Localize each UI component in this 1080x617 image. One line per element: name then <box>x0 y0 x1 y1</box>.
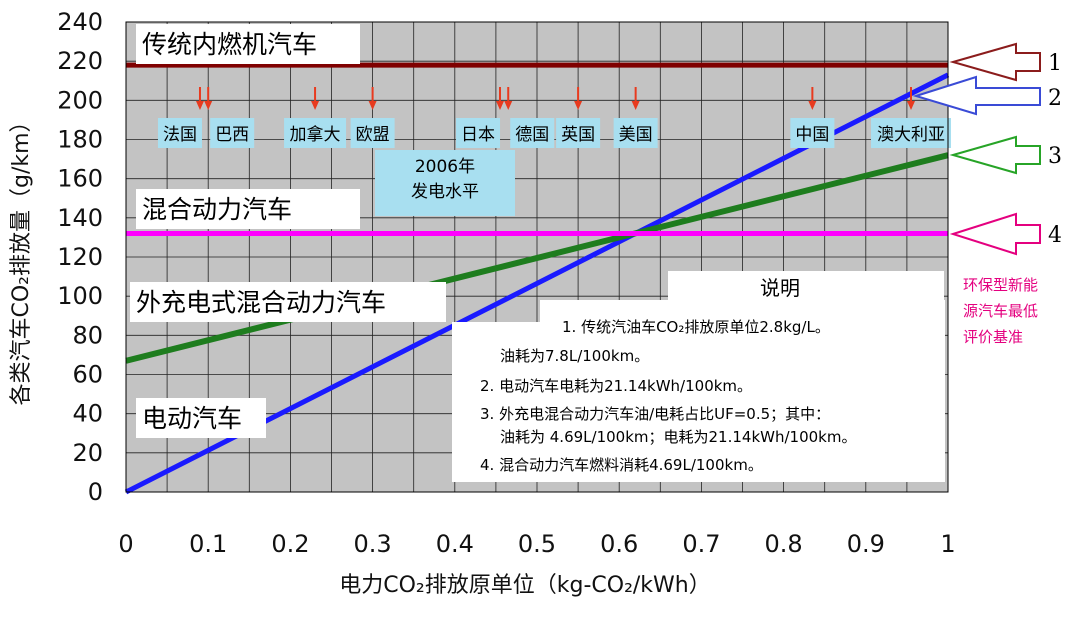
eval-label-line-2: 源汽车最低 <box>963 302 1038 320</box>
y-tick-label: 40 <box>72 400 103 428</box>
country-arrow-head <box>311 101 320 110</box>
x-tick-label: 0.9 <box>847 530 885 558</box>
x-tick-label: 0.6 <box>600 530 638 558</box>
y-tick-label: 220 <box>57 47 103 75</box>
y-tick-label: 100 <box>57 282 103 310</box>
country-label-bg <box>613 118 658 148</box>
x-tick-label: 1 <box>940 530 955 558</box>
y-tick-label: 160 <box>57 165 103 193</box>
y-tick-label: 0 <box>88 478 103 506</box>
label-hybrid-car: 混合动力汽车 <box>142 195 292 224</box>
eval-label-line-3: 评价基准 <box>963 328 1023 346</box>
country-label: 英国 <box>561 125 595 145</box>
generation-label: 2006年 发电水平 <box>375 150 515 216</box>
arrow-number-1: 1 <box>1048 51 1062 76</box>
note-line-6: 4. 混合动力汽车燃料消耗4.69L/100km。 <box>480 456 763 474</box>
country-arrow-head <box>631 101 640 110</box>
y-tick-labels: 0 20 40 60 80 100 120 140 160 180 200 220 240 <box>57 8 103 506</box>
country-label: 澳大利亚 <box>877 125 945 145</box>
country-label: 中国 <box>795 125 829 145</box>
series-line-phev <box>125 152 949 364</box>
note-line-4: 3. 外充电混合动力汽车油/电耗占比UF=0.5；其中： <box>480 405 830 423</box>
note-line-5: 油耗为 4.69L/100km；电耗为21.14kWh/100km。 <box>500 428 856 446</box>
arrow-number-2: 2 <box>1048 86 1062 111</box>
country-arrow-head <box>368 101 377 110</box>
country-label: 加拿大 <box>290 124 341 145</box>
country-label: 欧盟 <box>356 125 390 145</box>
eval-baseline-label: 环保型新能 源汽车最低 评价基准 <box>963 276 1038 346</box>
country-label: 德国 <box>515 125 549 145</box>
x-tick-label: 0 <box>118 530 133 558</box>
arrow-number-3: 3 <box>1048 144 1062 169</box>
generation-label-year: 2006年 <box>415 157 475 177</box>
y-axis-title: 各类汽车CO₂排放量（g/km） <box>9 110 34 405</box>
y-tick-label: 20 <box>72 439 103 467</box>
x-tick-label: 0.7 <box>682 530 720 558</box>
note-line-1: 1. 传统汽油车CO₂排放原单位2.8kg/L。 <box>562 318 830 336</box>
y-tick-label: 200 <box>57 86 103 114</box>
y-tick-label: 80 <box>72 321 103 349</box>
pointer-arrow-2: 2 <box>912 75 1062 116</box>
label-phev-car: 外充电式混合动力汽车 <box>136 288 386 317</box>
y-tick-label: 240 <box>57 8 103 36</box>
x-tick-labels: 0 0.1 0.2 0.3 0.4 0.5 0.6 0.7 0.8 0.9 1 <box>118 530 955 558</box>
country-label-bg <box>790 118 835 148</box>
country-markers: 法国 巴西 加拿大 欧盟 日本 德国 英国 美国 中国 澳大利亚 <box>157 87 952 148</box>
country-label-bg <box>556 118 601 148</box>
country-arrow-head <box>574 101 583 110</box>
note-line-3: 2. 电动汽车电耗为21.14kWh/100km。 <box>480 377 752 395</box>
country-label-bg <box>284 118 347 148</box>
y-tick-label: 140 <box>57 204 103 232</box>
country-label: 日本 <box>461 125 495 145</box>
country-label-bg <box>157 118 202 148</box>
pointer-arrow-4: 4 <box>949 212 1062 256</box>
country-arrow-head <box>907 101 916 110</box>
note-line-2: 油耗为7.8L/100km。 <box>500 347 649 365</box>
country-label: 美国 <box>619 125 653 145</box>
plot-border <box>125 21 949 493</box>
notes-box: 说明 1. 传统汽油车CO₂排放原单位2.8kg/L。 油耗为7.8L/100k… <box>452 271 945 482</box>
country-label-bg <box>871 118 952 148</box>
x-tick-label: 0.8 <box>765 530 803 558</box>
country-arrow-head <box>496 101 505 110</box>
category-labels: 传统内燃机汽车 混合动力汽车 外充电式混合动力汽车 电动汽车 <box>130 24 446 438</box>
country-arrow-head <box>504 101 513 110</box>
country-arrow-head <box>808 101 817 110</box>
pointer-arrows: 1 2 3 4 <box>912 42 1062 256</box>
country-arrow-head <box>195 101 204 110</box>
pointer-arrow-3: 3 <box>949 135 1062 175</box>
pointer-arrow-1: 1 <box>949 42 1062 82</box>
x-tick-label: 0.4 <box>436 530 474 558</box>
country-label-bg <box>210 118 255 148</box>
x-tick-label: 0.5 <box>518 530 556 558</box>
country-label-bg <box>456 118 501 148</box>
y-tick-label: 60 <box>72 361 103 389</box>
x-axis-title: 电力CO₂排放原单位（kg-CO₂/kWh） <box>339 573 711 598</box>
y-tick-label: 180 <box>57 126 103 154</box>
country-label-bg <box>510 118 555 148</box>
country-label: 巴西 <box>215 125 249 145</box>
arrow-number-4: 4 <box>1048 223 1062 248</box>
notes-title: 说明 <box>760 276 800 300</box>
label-ice-car: 传统内燃机汽车 <box>142 30 317 59</box>
generation-label-text: 发电水平 <box>411 182 479 202</box>
x-tick-label: 0.2 <box>271 530 309 558</box>
label-ev-car: 电动汽车 <box>142 404 242 433</box>
country-label-bg <box>350 118 395 148</box>
y-tick-label: 120 <box>57 243 103 271</box>
x-tick-label: 0.1 <box>189 530 227 558</box>
x-tick-label: 0.3 <box>354 530 392 558</box>
eval-label-line-1: 环保型新能 <box>963 276 1038 294</box>
country-label: 法国 <box>163 125 197 145</box>
country-arrow-head <box>204 101 213 110</box>
